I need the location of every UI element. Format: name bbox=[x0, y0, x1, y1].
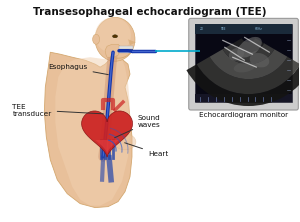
Text: TEE
transducer: TEE transducer bbox=[13, 103, 103, 117]
Ellipse shape bbox=[112, 35, 118, 38]
Text: 2D: 2D bbox=[200, 27, 204, 31]
Polygon shape bbox=[128, 39, 136, 45]
Wedge shape bbox=[210, 49, 287, 79]
FancyBboxPatch shape bbox=[189, 18, 298, 110]
Ellipse shape bbox=[95, 17, 135, 61]
Bar bbox=[195, 94, 292, 102]
Text: 60Hz: 60Hz bbox=[254, 27, 262, 31]
Text: Heart: Heart bbox=[125, 143, 168, 157]
Bar bbox=[119, 50, 133, 53]
Wedge shape bbox=[223, 43, 274, 64]
Ellipse shape bbox=[229, 48, 244, 61]
Polygon shape bbox=[44, 52, 132, 208]
Polygon shape bbox=[82, 111, 133, 157]
Text: Sound
waves: Sound waves bbox=[115, 115, 161, 138]
Bar bbox=[119, 49, 133, 50]
Polygon shape bbox=[55, 57, 130, 206]
Ellipse shape bbox=[234, 62, 255, 72]
Bar bbox=[195, 24, 292, 102]
Ellipse shape bbox=[250, 53, 269, 67]
Bar bbox=[119, 46, 133, 49]
Ellipse shape bbox=[114, 134, 136, 150]
Bar bbox=[195, 24, 292, 34]
Text: TEE: TEE bbox=[220, 27, 225, 31]
Ellipse shape bbox=[93, 34, 100, 44]
Text: Esophagus: Esophagus bbox=[48, 64, 108, 75]
Wedge shape bbox=[233, 38, 264, 52]
Polygon shape bbox=[95, 140, 119, 154]
Wedge shape bbox=[197, 57, 300, 94]
Ellipse shape bbox=[95, 17, 131, 53]
Ellipse shape bbox=[237, 37, 262, 57]
Text: Echocardiogram monitor: Echocardiogram monitor bbox=[199, 112, 288, 118]
Polygon shape bbox=[105, 44, 120, 57]
Text: Transesophageal echocardiogram (TEE): Transesophageal echocardiogram (TEE) bbox=[33, 7, 267, 17]
Wedge shape bbox=[186, 64, 300, 106]
